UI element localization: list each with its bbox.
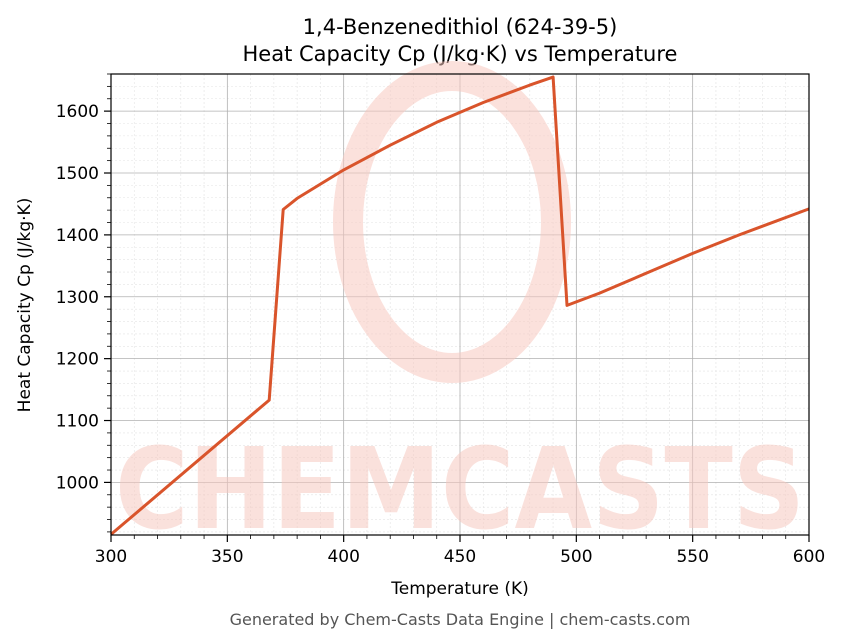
x-axis-label: Temperature (K)	[390, 579, 529, 599]
y-tick-label: 1300	[56, 288, 99, 308]
y-axis-label: Heat Capacity Cp (J/kg·K)	[15, 198, 35, 413]
y-tick-label: 1500	[56, 164, 99, 184]
chart-title-line1: 1,4-Benzenedithiol (624-39-5)	[303, 15, 618, 39]
x-tick-label: 400	[327, 547, 359, 567]
x-tick-label: 550	[676, 547, 708, 567]
x-tick-label: 450	[444, 547, 476, 567]
x-tick-label: 600	[793, 547, 825, 567]
x-tick-label: 500	[560, 547, 592, 567]
y-tick-label: 1200	[56, 350, 99, 370]
y-tick-label: 1000	[56, 473, 99, 493]
watermark-text: CHEMCASTS	[115, 425, 805, 555]
x-tick-label: 300	[95, 547, 127, 567]
watermark-logo-ring	[333, 61, 571, 383]
axis-ticks: 300 350 400 450 500 550 600 1000 1100 1200 1300 140…	[56, 73, 825, 567]
y-tick-label: 1100	[56, 412, 99, 432]
footer-credit: Generated by Chem-Casts Data Engine | ch…	[230, 610, 691, 629]
watermark: CHEMCASTS	[115, 61, 805, 555]
plot-area: CHEMCASTS 300 350 400 450 500 550 600 1000 1100 1…	[56, 61, 825, 567]
y-tick-label: 1400	[56, 226, 99, 246]
x-tick-label: 350	[211, 547, 243, 567]
y-tick-label: 1600	[56, 102, 99, 122]
series-line	[110, 75, 810, 536]
